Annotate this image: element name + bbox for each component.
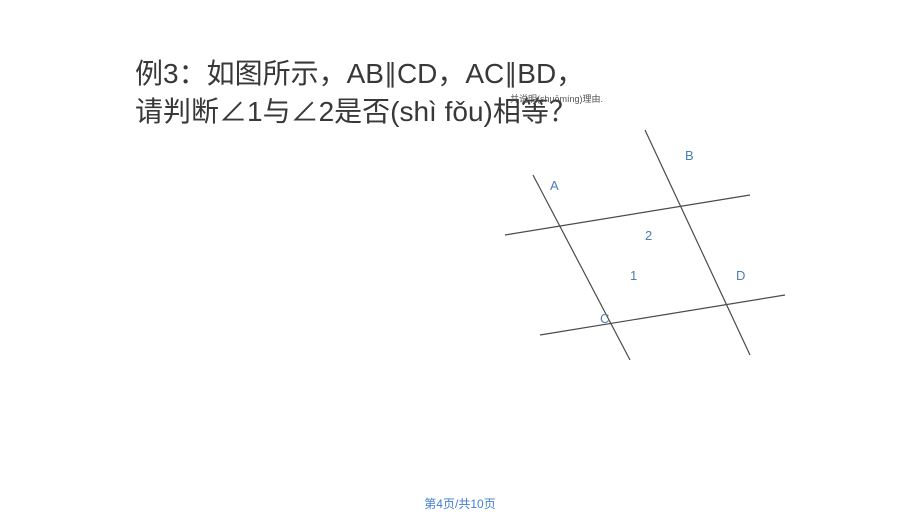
diagram-lines-group <box>505 130 785 360</box>
geometry-diagram: A B C D 1 2 <box>495 130 795 400</box>
text-line1-post: BD， <box>517 58 584 89</box>
text-line1-mid: CD，AC <box>397 58 504 89</box>
label-angle-1: 1 <box>630 268 637 283</box>
parallel-symbol-2: ∥ <box>504 58 517 88</box>
line-AB-upper <box>505 195 750 235</box>
diagram-svg: A B C D 1 2 <box>495 130 795 400</box>
line-CD-lower <box>540 295 785 335</box>
parallel-symbol-1: ∥ <box>384 58 397 88</box>
label-D: D <box>736 268 745 283</box>
pager-current: 4 <box>436 497 443 511</box>
pager-mid: 页/共 <box>443 497 470 511</box>
pager-suffix: 页 <box>484 497 496 511</box>
label-C: C <box>600 311 609 326</box>
problem-statement: 例3：如图所示，AB∥CD，AC∥BD， 请判断∠1与∠2是否(shì fǒu)… <box>135 55 775 131</box>
label-angle-2: 2 <box>645 228 652 243</box>
problem-subnote: 并说明(shuōmíng)理由. <box>510 92 603 105</box>
line-AC-left <box>533 175 630 360</box>
label-A: A <box>550 178 559 193</box>
pager-total: 10 <box>470 497 483 511</box>
label-B: B <box>685 148 694 163</box>
page-indicator: 第4页/共10页 <box>0 495 920 512</box>
diagram-labels-group: A B C D 1 2 <box>550 148 745 326</box>
pager-prefix: 第 <box>424 497 436 511</box>
text-line1-pre: 例3：如图所示，AB <box>135 58 384 89</box>
line-BD-right <box>645 130 750 355</box>
